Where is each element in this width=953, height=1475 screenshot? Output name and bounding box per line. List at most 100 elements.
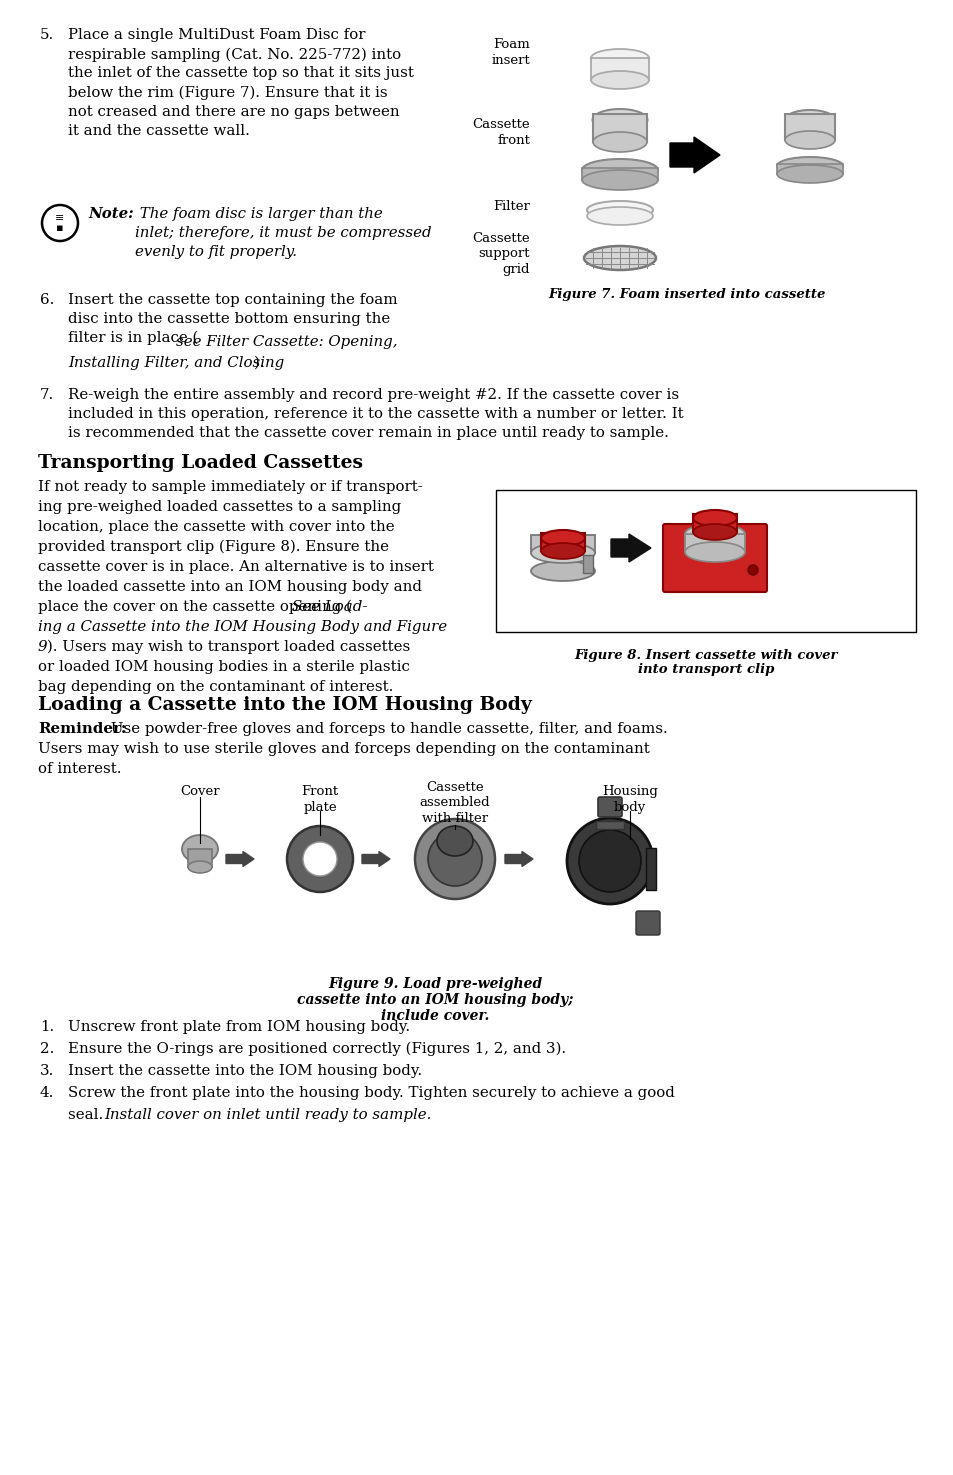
Ellipse shape (188, 861, 212, 873)
Text: Cassette
front: Cassette front (472, 118, 530, 146)
Text: Insert the cassette into the IOM housing body.: Insert the cassette into the IOM housing… (68, 1063, 421, 1078)
Text: Insert the cassette top containing the foam
disc into the cassette bottom ensuri: Insert the cassette top containing the f… (68, 294, 397, 345)
Ellipse shape (566, 819, 652, 904)
Text: Use powder-free gloves and forceps to handle cassette, filter, and foams.: Use powder-free gloves and forceps to ha… (106, 721, 667, 736)
Ellipse shape (583, 246, 656, 270)
Ellipse shape (182, 835, 218, 863)
FancyBboxPatch shape (636, 912, 659, 935)
Text: ing a Cassette into the IOM Housing Body and Figure: ing a Cassette into the IOM Housing Body… (38, 620, 447, 634)
Text: Foam
insert: Foam insert (491, 38, 530, 66)
Text: 5.: 5. (40, 28, 54, 41)
Ellipse shape (692, 524, 737, 540)
Text: Users may wish to use sterile gloves and forceps depending on the contaminant: Users may wish to use sterile gloves and… (38, 742, 649, 757)
Text: Reminder:: Reminder: (38, 721, 126, 736)
Ellipse shape (428, 832, 481, 886)
Text: Cassette
assembled
with filter: Cassette assembled with filter (419, 780, 490, 825)
Bar (581, 168, 658, 180)
Text: 7.: 7. (40, 388, 54, 403)
Text: Figure 8. Insert cassette with cover: Figure 8. Insert cassette with cover (574, 649, 837, 662)
Ellipse shape (581, 170, 658, 190)
Text: Installing Filter, and Closing: Installing Filter, and Closing (68, 355, 284, 370)
Ellipse shape (578, 830, 640, 892)
Bar (692, 513, 737, 532)
Ellipse shape (592, 109, 647, 131)
Ellipse shape (684, 524, 744, 544)
Text: Ensure the O-rings are positioned correctly (Figures 1, 2, and 3).: Ensure the O-rings are positioned correc… (68, 1041, 565, 1056)
Text: include cover.: include cover. (380, 1009, 489, 1024)
Ellipse shape (776, 165, 842, 183)
Ellipse shape (586, 201, 652, 218)
Text: Install cover on inlet until ready to sample.: Install cover on inlet until ready to sa… (104, 1108, 431, 1122)
Text: 1.: 1. (40, 1021, 54, 1034)
Ellipse shape (303, 842, 336, 876)
Text: place the cover on the cassette opening (: place the cover on the cassette opening … (38, 600, 352, 615)
Text: 4.: 4. (40, 1086, 54, 1100)
Text: Place a single MultiDust Foam Disc for
respirable sampling (Cat. No. 225-772) in: Place a single MultiDust Foam Disc for r… (68, 28, 414, 137)
Bar (645, 848, 656, 889)
Ellipse shape (531, 560, 595, 581)
Text: Cover: Cover (180, 785, 219, 798)
Text: 9: 9 (38, 640, 48, 653)
Text: location, place the cassette with cover into the: location, place the cassette with cover … (38, 521, 395, 534)
Text: bag depending on the contaminant of interest.: bag depending on the contaminant of inte… (38, 680, 393, 695)
Bar (684, 534, 744, 552)
Text: the loaded cassette into an IOM housing body and: the loaded cassette into an IOM housing … (38, 580, 421, 594)
Text: See Load-: See Load- (292, 600, 367, 614)
Text: Screw the front plate into the housing body. Tighten securely to achieve a good: Screw the front plate into the housing b… (68, 1086, 674, 1100)
Ellipse shape (586, 207, 652, 226)
Bar (776, 164, 842, 174)
Text: 6.: 6. (40, 294, 54, 307)
Text: Front
plate: Front plate (301, 785, 338, 814)
Text: Figure 9. Load pre-weighed: Figure 9. Load pre-weighed (328, 976, 541, 991)
Ellipse shape (287, 826, 353, 892)
Ellipse shape (415, 819, 495, 898)
Ellipse shape (540, 543, 584, 559)
Bar (582, 555, 593, 572)
Ellipse shape (784, 131, 834, 149)
Text: 2.: 2. (40, 1041, 54, 1056)
FancyArrow shape (669, 137, 720, 173)
Ellipse shape (776, 156, 842, 176)
Text: or loaded IOM housing bodies in a sterile plastic: or loaded IOM housing bodies in a steril… (38, 659, 410, 674)
Text: ≡
▪: ≡ ▪ (55, 214, 65, 233)
Text: into transport clip: into transport clip (638, 662, 774, 676)
Ellipse shape (784, 111, 834, 130)
Bar (496, 490, 915, 631)
Bar (784, 114, 834, 140)
Ellipse shape (692, 510, 737, 527)
FancyBboxPatch shape (662, 524, 766, 591)
Text: seal.: seal. (68, 1108, 108, 1122)
Ellipse shape (531, 543, 595, 563)
FancyArrow shape (361, 851, 390, 866)
Text: see Filter Cassette: Opening,: see Filter Cassette: Opening, (175, 335, 397, 350)
Bar (596, 822, 623, 829)
Text: ).: ). (253, 355, 264, 370)
Text: of interest.: of interest. (38, 763, 121, 776)
Text: Transporting Loaded Cassettes: Transporting Loaded Cassettes (38, 454, 363, 472)
Text: provided transport clip (Figure 8). Ensure the: provided transport clip (Figure 8). Ensu… (38, 540, 389, 555)
Text: Filter: Filter (493, 201, 530, 212)
Text: Re-weigh the entire assembly and record pre-weight #2. If the cassette cover is
: Re-weigh the entire assembly and record … (68, 388, 683, 440)
Ellipse shape (684, 541, 744, 562)
Bar (593, 114, 646, 142)
Text: Note:: Note: (88, 207, 133, 221)
FancyArrow shape (504, 851, 533, 866)
Text: Figure 7. Foam inserted into cassette: Figure 7. Foam inserted into cassette (547, 288, 824, 301)
Ellipse shape (590, 71, 648, 88)
Bar (531, 535, 595, 553)
Text: cassette cover is in place. An alternative is to insert: cassette cover is in place. An alternati… (38, 560, 434, 574)
Ellipse shape (590, 49, 648, 66)
Bar (590, 58, 648, 80)
Text: 3.: 3. (40, 1063, 54, 1078)
Text: Housing
body: Housing body (601, 785, 658, 814)
Ellipse shape (581, 159, 658, 181)
Text: cassette into an IOM housing body;: cassette into an IOM housing body; (296, 993, 573, 1007)
Ellipse shape (593, 131, 646, 152)
Ellipse shape (436, 826, 473, 856)
Bar (540, 532, 584, 552)
FancyBboxPatch shape (598, 796, 621, 817)
FancyArrow shape (610, 534, 650, 562)
Text: Unscrew front plate from IOM housing body.: Unscrew front plate from IOM housing bod… (68, 1021, 410, 1034)
Text: The foam disc is larger than the
inlet; therefore, it must be compressed
evenly : The foam disc is larger than the inlet; … (135, 207, 431, 260)
Text: Cassette
support
grid: Cassette support grid (472, 232, 530, 276)
